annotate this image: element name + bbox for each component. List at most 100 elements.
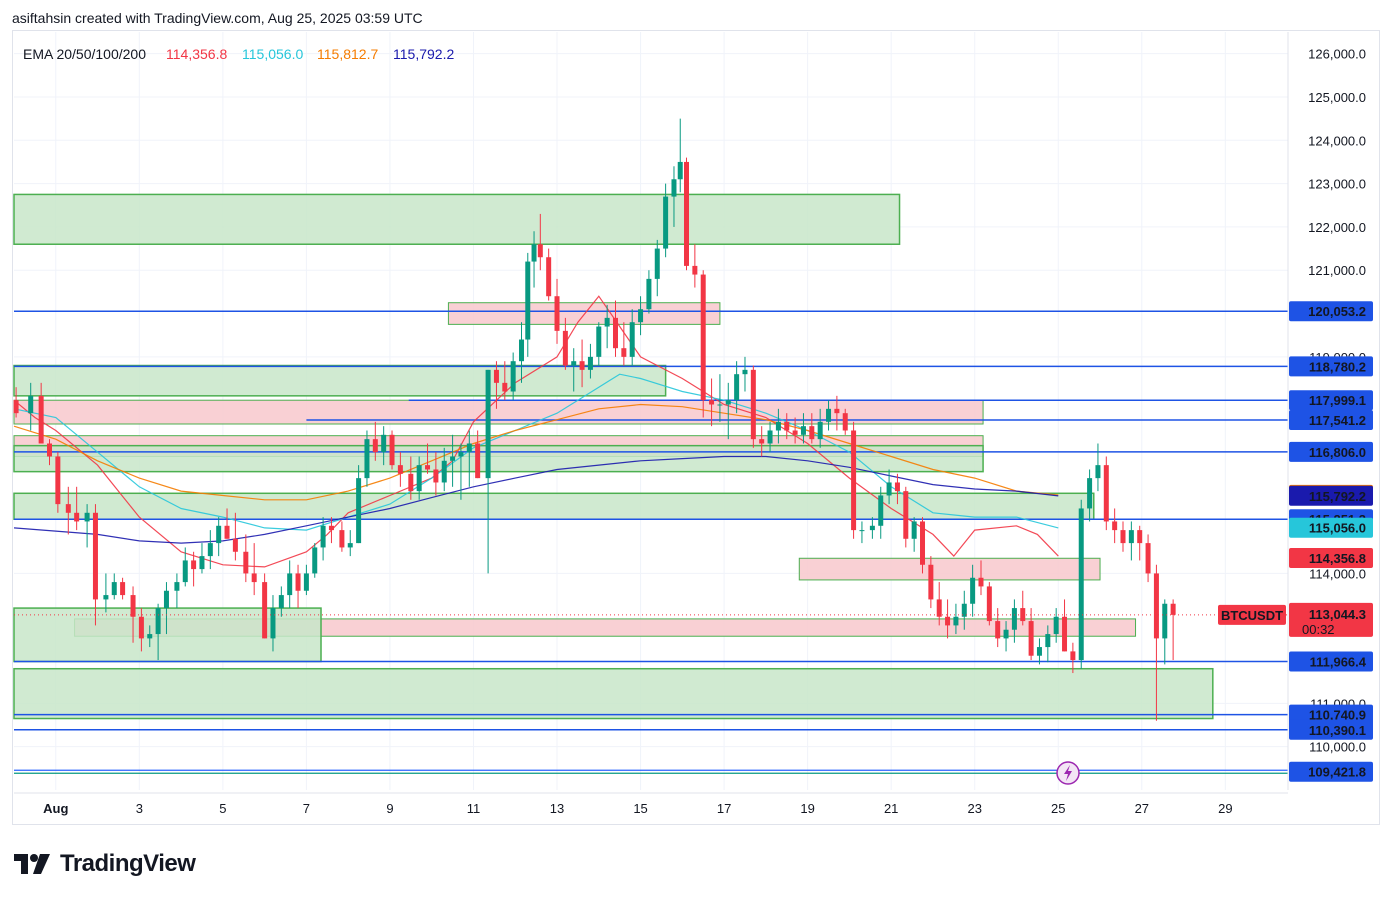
- candle: [65, 486, 71, 535]
- candle-body: [493, 369, 499, 383]
- level-price-label[interactable]: 117,541.2: [1289, 410, 1373, 431]
- candle: [207, 530, 213, 570]
- candle: [458, 443, 464, 500]
- alert-flash-icon[interactable]: [1056, 761, 1080, 785]
- candle-body: [1103, 465, 1109, 522]
- price-tick-label: 114,000.0: [1309, 566, 1366, 581]
- candle-body: [936, 599, 942, 617]
- candle-body: [612, 317, 618, 349]
- level-price-label[interactable]: 118,780.2: [1289, 356, 1373, 377]
- level-price-label[interactable]: 117,999.1: [1289, 390, 1373, 411]
- tradingview-logo[interactable]: TradingView: [14, 850, 196, 878]
- candle: [978, 560, 984, 596]
- candle-body: [55, 456, 61, 505]
- level-price-label[interactable]: 110,740.9: [1289, 704, 1373, 725]
- level-price-label-text: 110,740.9: [1309, 708, 1366, 723]
- candle-body: [767, 430, 773, 444]
- candle-body: [629, 322, 635, 357]
- candle-body: [295, 573, 301, 591]
- candle-body: [347, 543, 353, 548]
- candle: [742, 356, 748, 392]
- price-tick-label: 121,000.0: [1308, 263, 1366, 278]
- candle-body: [1028, 621, 1034, 656]
- candle: [869, 517, 875, 539]
- horizontal-lines: [14, 310, 1288, 774]
- candle-body: [1095, 465, 1101, 479]
- time-tick-label: 21: [884, 801, 898, 816]
- candle: [320, 517, 326, 561]
- support-zone[interactable]: [13, 364, 667, 397]
- candle: [911, 517, 917, 552]
- candle: [493, 361, 499, 409]
- candle-body: [654, 248, 660, 279]
- candle: [1103, 456, 1109, 531]
- candle: [1020, 590, 1026, 626]
- candle-body: [663, 196, 669, 249]
- candle-body: [224, 525, 230, 539]
- candle-body: [120, 582, 126, 596]
- support-zone[interactable]: [13, 607, 322, 663]
- support-zone[interactable]: [13, 444, 984, 473]
- level-price-label-text: 117,999.1: [1309, 393, 1366, 408]
- candle: [709, 378, 715, 427]
- candle-body: [750, 369, 756, 440]
- candle: [604, 304, 610, 349]
- time-tick-label: 13: [550, 801, 564, 816]
- support-zone[interactable]: [13, 492, 1095, 520]
- level-price-label[interactable]: 120,053.2: [1289, 301, 1373, 322]
- candle-body: [562, 330, 568, 366]
- level-price-label-text: 116,806.0: [1309, 445, 1366, 460]
- candle-body: [207, 543, 213, 557]
- current-price-label[interactable]: 113,044.300:32: [1289, 602, 1373, 637]
- ema-price-label[interactable]: 115,792.2: [1289, 485, 1373, 506]
- candle-body: [531, 244, 537, 262]
- legend-ema20-value: 114,356.8: [166, 46, 227, 62]
- candle-body: [28, 395, 34, 414]
- candle: [216, 517, 222, 557]
- candle-body: [579, 361, 585, 370]
- ema-price-label[interactable]: 115,056.0: [1289, 517, 1373, 538]
- support-zone[interactable]: [13, 193, 901, 245]
- candle: [251, 543, 257, 596]
- level-price-label[interactable]: 116,806.0: [1289, 441, 1373, 462]
- candle-body: [372, 439, 378, 453]
- candle-body: [646, 278, 652, 310]
- level-price-label[interactable]: 109,421.8: [1289, 761, 1373, 782]
- ema-price-label[interactable]: 114,356.8: [1289, 547, 1373, 568]
- candle: [1095, 443, 1101, 492]
- candle-body: [1003, 629, 1009, 639]
- time-tick-label: 19: [800, 801, 814, 816]
- candle-body: [1070, 651, 1076, 661]
- candle-body: [709, 400, 715, 405]
- candle-body: [869, 525, 875, 531]
- candle-body: [800, 426, 806, 435]
- candle: [163, 582, 169, 635]
- candle-body: [911, 521, 917, 539]
- candle: [433, 452, 439, 496]
- symbol-tag[interactable]: BTCUSDT: [1218, 604, 1286, 625]
- candle-body: [621, 348, 627, 357]
- candle: [700, 270, 706, 418]
- candle-body: [817, 421, 823, 440]
- candle-body: [920, 521, 926, 565]
- candle-body: [191, 560, 197, 570]
- candle: [961, 590, 967, 630]
- candle: [692, 244, 698, 288]
- level-price-label-bg: [1289, 390, 1373, 411]
- candle: [28, 382, 34, 431]
- support-zone[interactable]: [13, 667, 1214, 720]
- candle: [1162, 599, 1168, 665]
- candle: [13, 387, 19, 418]
- candle-body: [1036, 647, 1042, 656]
- level-price-label[interactable]: 111,966.4: [1289, 651, 1373, 672]
- candle: [717, 374, 723, 422]
- candle: [1153, 564, 1159, 721]
- resistance-zone[interactable]: [798, 557, 1101, 581]
- level-price-label[interactable]: 110,390.1: [1289, 719, 1373, 740]
- symbol-tag-bg: [1218, 604, 1286, 625]
- ema-line-ema-20: [13, 295, 1059, 568]
- level-price-label-bg: [1289, 651, 1373, 672]
- candle: [47, 439, 53, 466]
- candle-body: [1153, 573, 1159, 639]
